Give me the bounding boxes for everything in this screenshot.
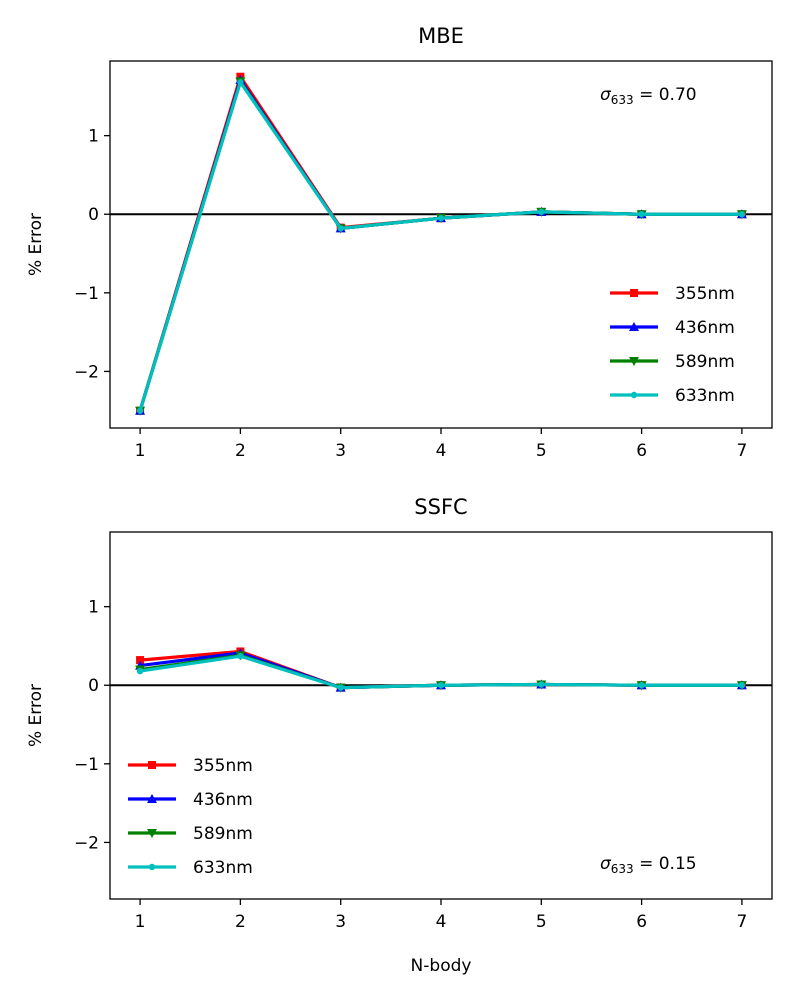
x-tick-label: 6 — [636, 912, 647, 932]
legend: 355nm 436nm 589nm 633nm — [128, 756, 253, 878]
x-tick-label: 6 — [636, 441, 647, 461]
sigma-value: = 0.15 — [634, 854, 697, 874]
data-point — [538, 681, 545, 688]
legend-label: 355nm — [193, 756, 253, 776]
x-axis-label: N-body — [411, 956, 472, 976]
data-point — [738, 682, 746, 689]
y-tick-label: −2 — [74, 833, 99, 853]
legend-label: 589nm — [193, 824, 253, 844]
legend-item: 589nm — [610, 352, 735, 372]
data-point — [136, 656, 145, 665]
legend-label: 633nm — [193, 858, 253, 878]
legend-marker — [629, 357, 639, 366]
data-point — [136, 407, 144, 414]
sigma-symbol: σ — [600, 854, 612, 874]
x-tick-label: 5 — [536, 912, 547, 932]
legend-item: 436nm — [128, 790, 253, 810]
legend-label: 633nm — [675, 386, 735, 406]
data-point — [437, 214, 445, 222]
legend-item: 633nm — [610, 386, 735, 406]
x-tick-label: 2 — [235, 912, 246, 932]
data-point — [538, 208, 545, 216]
x-tick-label: 5 — [536, 441, 547, 461]
chart-panel-2: SSFC 1 2 3 4 5 6 7 1 0 −1 −2 % Error N-body 355nm 436nm… — [26, 495, 773, 976]
data-point — [437, 682, 445, 689]
data-point — [638, 682, 645, 689]
legend-item: 436nm — [610, 318, 735, 338]
x-tick-label: 3 — [335, 441, 346, 461]
data-point — [237, 652, 244, 660]
y-tick-label: 1 — [88, 127, 99, 147]
y-tick-label: 1 — [88, 598, 99, 618]
legend-label: 589nm — [675, 352, 735, 372]
sigma-symbol: σ — [600, 85, 612, 105]
x-tick-label: 1 — [135, 441, 146, 461]
legend-marker — [148, 761, 156, 769]
chart-title: MBE — [418, 24, 464, 48]
legend-marker — [148, 863, 156, 871]
x-tick-label: 4 — [436, 441, 447, 461]
sigma-annotation: σ633 = 0.70 — [600, 85, 697, 107]
chart-panel-1: MBE 1 2 3 4 5 6 7 1 0 −1 −2 % Error 355nm 436nm 589nm 63… — [26, 24, 773, 461]
x-tick-label: 3 — [335, 912, 346, 932]
legend-item: 633nm — [128, 858, 253, 878]
sigma-annotation: σ633 = 0.15 — [600, 854, 697, 876]
data-point — [638, 211, 645, 218]
y-tick-label: 0 — [88, 205, 99, 225]
legend: 355nm 436nm 589nm 633nm — [610, 284, 735, 406]
series-633nm — [136, 652, 746, 691]
data-point — [136, 667, 144, 675]
legend-item: 355nm — [610, 284, 735, 304]
x-tick-label: 4 — [436, 912, 447, 932]
data-point — [738, 211, 746, 218]
data-point — [337, 225, 344, 232]
sigma-subscript: 633 — [611, 862, 634, 876]
data-point — [237, 79, 244, 86]
x-tick-label: 7 — [736, 441, 747, 461]
y-tick-label: −1 — [74, 755, 99, 775]
y-tick-label: −2 — [74, 362, 99, 382]
data-point — [337, 684, 344, 691]
legend-marker — [629, 322, 639, 331]
y-tick-label: −1 — [74, 284, 99, 304]
series-633nm — [136, 79, 746, 414]
legend-label: 436nm — [193, 790, 253, 810]
legend-label: 355nm — [675, 284, 735, 304]
x-tick-label: 7 — [736, 912, 747, 932]
chart-title: SSFC — [414, 495, 467, 519]
legend-label: 436nm — [675, 318, 735, 338]
y-axis-label: % Error — [26, 684, 46, 747]
legend-item: 589nm — [128, 824, 253, 844]
legend-marker — [147, 794, 157, 803]
sigma-value: = 0.70 — [634, 85, 697, 105]
y-axis-label: % Error — [26, 213, 46, 276]
legend-marker — [630, 391, 638, 399]
x-tick-label: 1 — [135, 912, 146, 932]
plot-frame — [109, 60, 773, 429]
legend-marker — [630, 289, 638, 297]
legend-marker — [147, 829, 157, 838]
legend-item: 355nm — [128, 756, 253, 776]
y-tick-label: 0 — [88, 676, 99, 696]
x-tick-label: 2 — [235, 441, 246, 461]
sigma-subscript: 633 — [611, 93, 634, 107]
